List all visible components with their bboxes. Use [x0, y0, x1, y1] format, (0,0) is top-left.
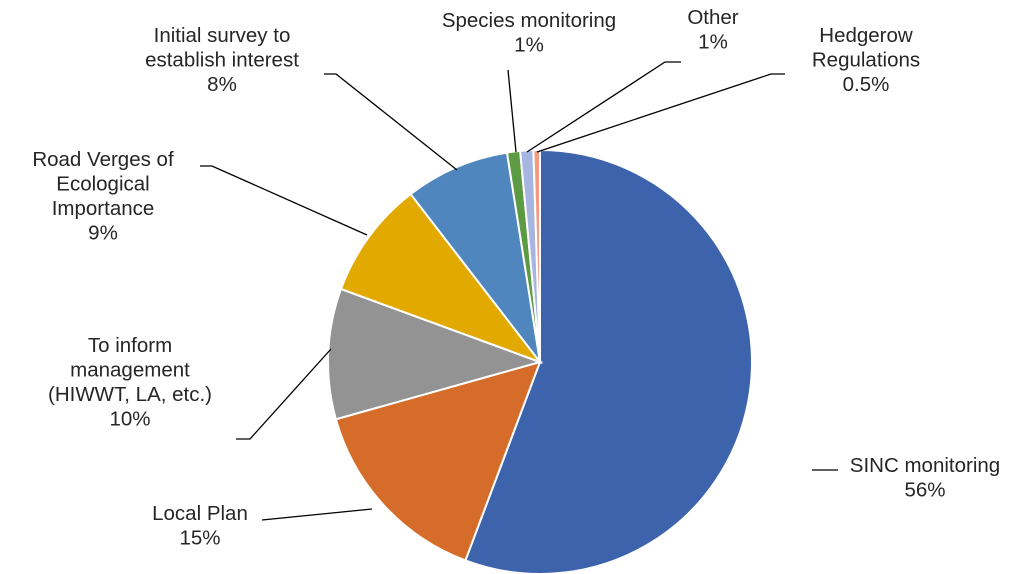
pie-slice-road-verges-of-ecological-importance [339, 192, 543, 365]
pie-slice-local-plan [334, 360, 542, 562]
leader-line-species-monitoring [507, 69, 517, 153]
data-label-to-inform-management-hiwwt-la-etc: To inform management (HIWWT, LA, etc.) 10% [48, 334, 212, 431]
leader-lines [200, 61, 838, 521]
pie-slice-initial-survey-to-establish-interest [409, 151, 541, 363]
slice-percent-label: 1% [514, 34, 544, 57]
slice-name-line: Species monitoring [442, 9, 616, 32]
slice-percent-label: 9% [88, 222, 118, 245]
slice-percent-label: 56% [904, 479, 945, 502]
data-label-local-plan: Local Plan 15% [152, 502, 248, 550]
data-label-species-monitoring: Species monitoring 1% [442, 9, 616, 57]
slice-name-line: Ecological [56, 173, 149, 196]
slice-name-line: establish interest [145, 49, 299, 72]
slice-name-line: Local Plan [152, 502, 248, 525]
leader-line-to-inform-management-hiwwt-la-etc [236, 348, 332, 440]
slice-name-line: Importance [52, 197, 155, 220]
leader-line-other [526, 61, 681, 153]
slice-percent-label: 15% [179, 527, 220, 550]
slice-percent-label: 1% [698, 31, 728, 54]
slice-name-line: Hedgerow [819, 24, 913, 47]
pie-slice-to-inform-management-hiwwt-la-etc [327, 287, 544, 421]
data-label-initial-survey-to-establish-interest: Initial survey to establish interest 8% [145, 24, 299, 96]
slice-name-line: SINC monitoring [850, 454, 1000, 477]
slice-name-line: Initial survey to [154, 24, 291, 47]
slice-name-line: management [70, 359, 190, 382]
slice-percent-label: 8% [207, 73, 237, 96]
slice-name-line: Other [687, 6, 738, 29]
slice-name-line: To inform [88, 334, 172, 357]
data-label-hedgerow-regulations: Hedgerow Regulations 0.5% [812, 24, 920, 96]
slice-percent-label: 10% [109, 408, 150, 431]
leader-line-local-plan [261, 508, 373, 521]
slice-name-line: Regulations [812, 49, 920, 72]
pie-slices [327, 148, 753, 574]
slice-labels: SINC monitoring 56% Local Plan 15% To inform… [32, 6, 1000, 550]
pie-slice-hedgerow-regulations [532, 148, 541, 363]
pie-slice-sinc-monitoring [464, 148, 753, 574]
leader-line-hedgerow-regulations [536, 73, 785, 153]
slice-name-line: Road Verges of [32, 148, 174, 171]
data-label-other: Other 1% [687, 6, 738, 54]
data-label-sinc-monitoring: SINC monitoring 56% [850, 454, 1000, 502]
leader-line-initial-survey-to-establish-interest [324, 73, 458, 171]
leader-line-road-verges-of-ecological-importance [200, 165, 368, 236]
slice-name-line: (HIWWT, LA, etc.) [48, 383, 212, 406]
slice-percent-label: 0.5% [843, 73, 890, 96]
data-label-road-verges-of-ecological-importance: Road Verges of Ecological Importance 9% [32, 148, 174, 245]
